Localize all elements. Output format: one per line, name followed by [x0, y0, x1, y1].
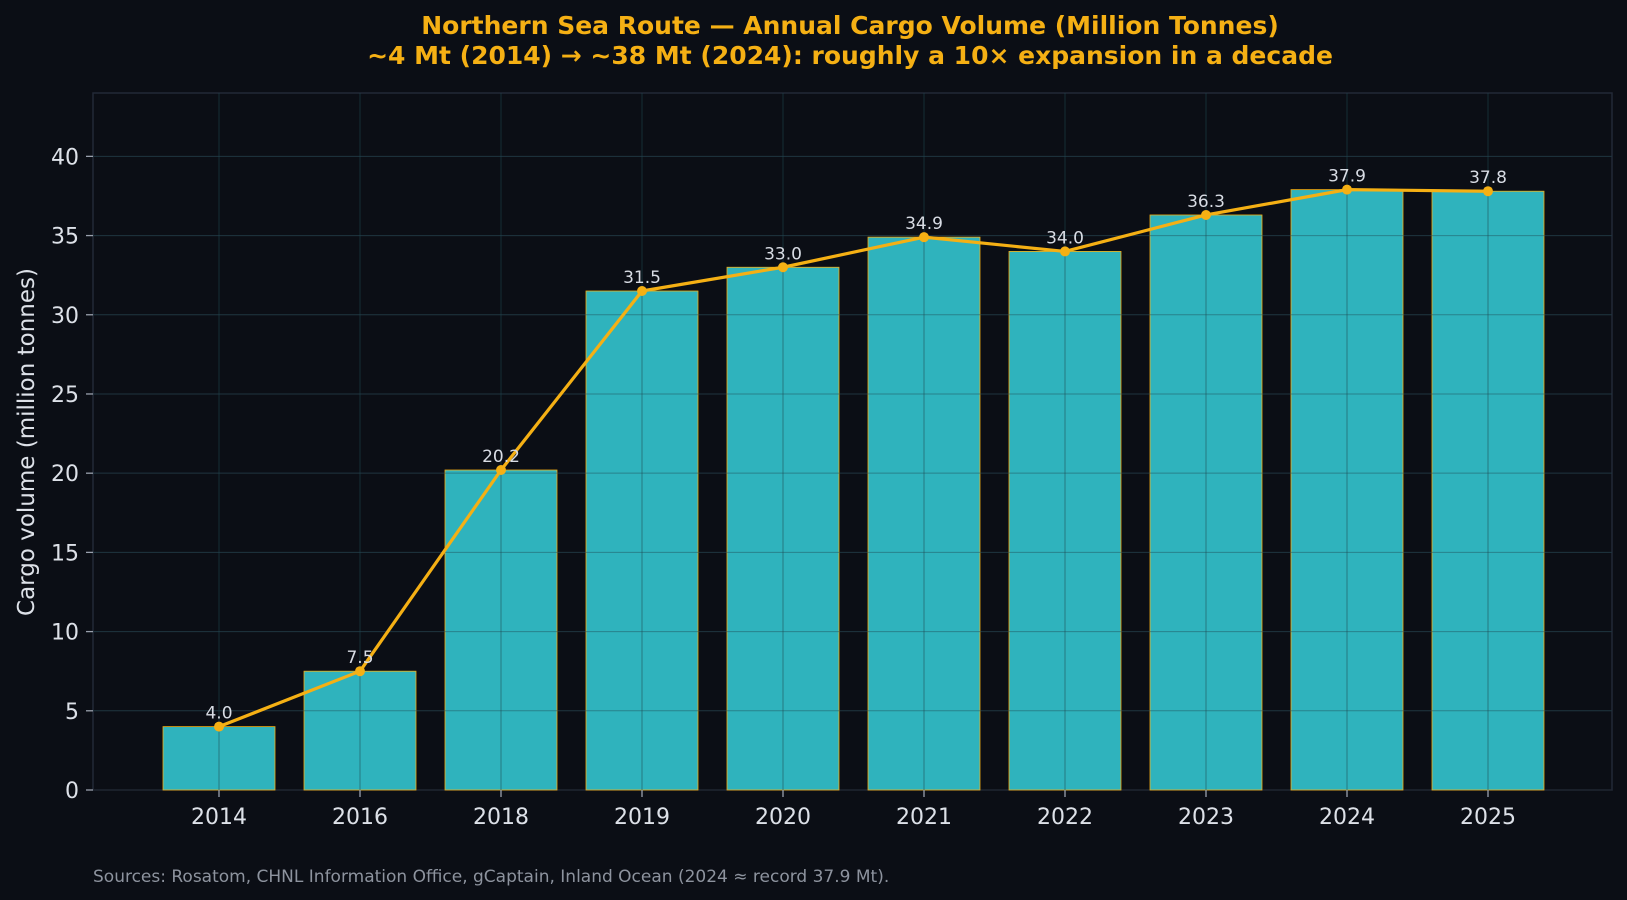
y-tick-label: 40: [51, 145, 79, 170]
x-tick-label: 2020: [755, 805, 811, 830]
source-note: Sources: Rosatom, CHNL Information Offic…: [93, 867, 889, 887]
chart-title: Northern Sea Route — Annual Cargo Volume…: [421, 11, 1279, 40]
chart-subtitle: ~4 Mt (2014) → ~38 Mt (2024): roughly a …: [367, 41, 1333, 70]
x-tick-label: 2025: [1460, 805, 1516, 830]
y-tick-label: 10: [51, 621, 79, 646]
trend-point: [214, 721, 224, 732]
y-tick-label: 0: [65, 779, 79, 804]
data-label: 36.3: [1187, 192, 1225, 212]
trend-point: [1483, 186, 1493, 197]
trend-point: [355, 666, 365, 677]
y-tick-label: 5: [65, 700, 79, 725]
data-label: 31.5: [623, 268, 661, 288]
x-tick-label: 2018: [473, 805, 529, 830]
data-label: 33.0: [764, 244, 802, 264]
x-grid-lines: [93, 93, 1612, 790]
y-tick-label: 20: [51, 462, 79, 487]
x-tick-label: 2014: [191, 805, 247, 830]
data-label: 20.2: [482, 447, 520, 467]
trend-point: [496, 465, 506, 476]
y-tick-label: 35: [51, 225, 79, 250]
trend-point: [778, 262, 788, 273]
x-tick-label: 2022: [1037, 805, 1093, 830]
data-label: 34.9: [905, 214, 943, 234]
trend-point: [1201, 209, 1211, 220]
x-tick-label: 2016: [332, 805, 388, 830]
y-tick-label: 25: [51, 383, 79, 408]
x-tick-label: 2024: [1319, 805, 1375, 830]
y-ticks: 0 5 10 15 20 25 30 35 40: [51, 145, 93, 804]
trend-line-path: [218, 188, 1489, 729]
data-label: 4.0: [205, 704, 232, 724]
data-label: 37.8: [1469, 168, 1507, 188]
y-axis-label: Cargo volume (million tonnes): [14, 268, 40, 616]
y-tick-label: 30: [51, 304, 79, 329]
y-tick-label: 15: [51, 541, 79, 566]
data-label: 7.5: [346, 648, 373, 668]
x-tick-label: 2021: [896, 805, 952, 830]
data-labels: 4.0 7.5 20.2 31.5 33.0 34.9 34.0 36.3 37.9 37.8: [205, 167, 1506, 724]
x-tick-label: 2023: [1178, 805, 1234, 830]
data-label: 37.9: [1328, 167, 1366, 187]
trend-point: [1342, 184, 1352, 195]
x-ticks: 2014 2016 2018 2019 2020 2021 2022 2023 2024 2025: [191, 790, 1516, 830]
trend-point: [1060, 246, 1070, 257]
trend-point: [637, 286, 647, 297]
data-label: 34.0: [1046, 228, 1084, 248]
trend-point: [919, 232, 929, 243]
trend-line: [214, 184, 1493, 732]
x-tick-label: 2019: [614, 805, 670, 830]
